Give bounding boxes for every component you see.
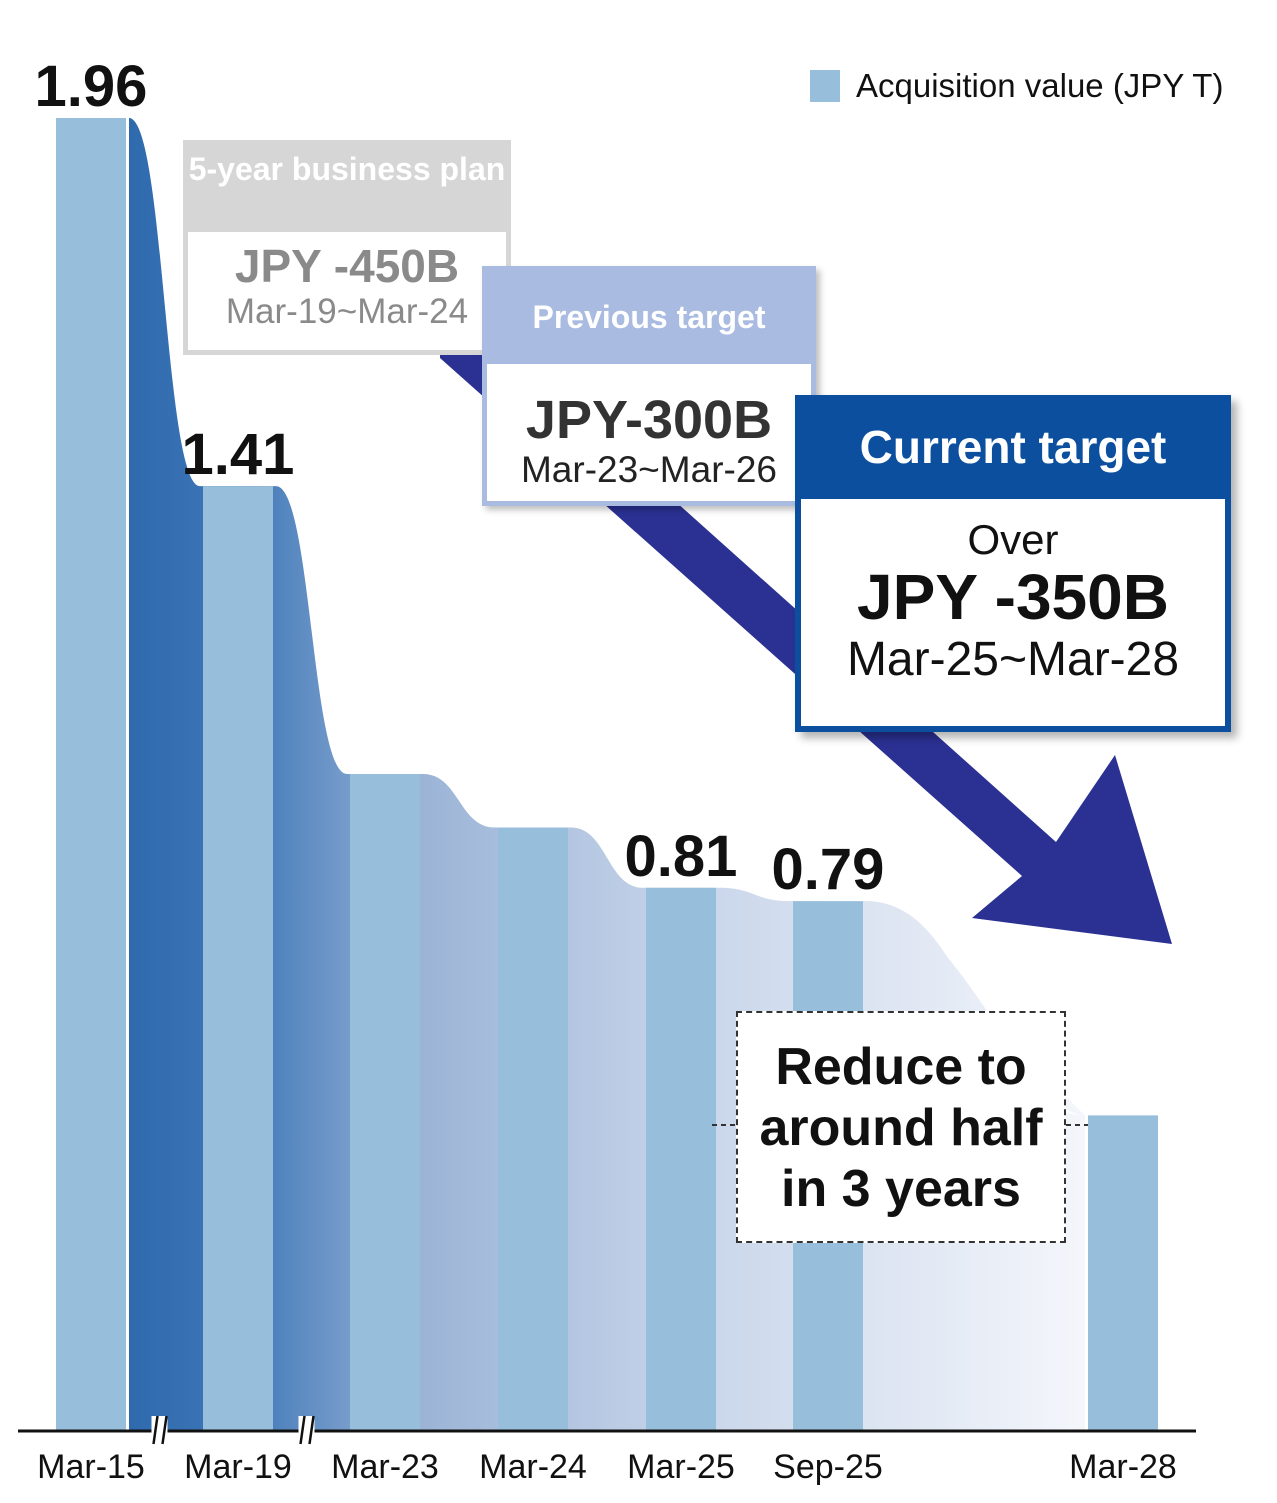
- reduction-note-text: Reduce to around half in 3 years: [759, 1038, 1043, 1218]
- data-label-mar-19: 1.41: [182, 422, 295, 487]
- current-target-callout: Current target Over JPY -350B Mar-25~Mar…: [795, 395, 1231, 732]
- bars: [56, 118, 1158, 1430]
- previous-target-body: JPY-300B Mar-23~Mar-26: [487, 364, 811, 501]
- plan-body: JPY -450B Mar-19~Mar-24: [188, 232, 506, 350]
- bar-mar-23: [350, 774, 420, 1430]
- bar-mar-24: [498, 827, 568, 1430]
- bar-mar-25: [646, 887, 716, 1430]
- legend-swatch: [810, 70, 840, 102]
- axis-break: [151, 1415, 168, 1446]
- current-target-body: Over JPY -350B Mar-25~Mar-28: [801, 499, 1225, 726]
- data-label-mar-15: 1.96: [35, 54, 148, 119]
- bar-mar-28: [1088, 1115, 1158, 1430]
- axis-break: [298, 1415, 315, 1446]
- plan-callout: 5-year business plan JPY -450B Mar-19~Ma…: [183, 140, 511, 355]
- plan-header: 5-year business plan: [188, 151, 506, 187]
- previous-target-callout: Previous target JPY-300B Mar-23~Mar-26: [482, 266, 816, 506]
- bar-mar-19: [203, 486, 273, 1430]
- tick-labels: Mar-15 Mar-19 Mar-23 Mar-24 Mar-25 Sep-25 Mar-…: [37, 1448, 1177, 1486]
- tick-label-mar-28: Mar-28: [1069, 1448, 1177, 1486]
- legend: Acquisition value (JPY T): [810, 66, 1223, 106]
- current-target-amount: JPY -350B: [857, 561, 1169, 633]
- tick-label-mar-25: Mar-25: [627, 1448, 735, 1486]
- tick-label-mar-19: Mar-19: [184, 1448, 292, 1486]
- current-target-period: Mar-25~Mar-28: [846, 633, 1180, 686]
- tick-label-sep-25: Sep-25: [773, 1448, 883, 1486]
- plan-period: Mar-19~Mar-24: [225, 292, 469, 331]
- tick-label-mar-15: Mar-15: [37, 1448, 145, 1486]
- previous-target-period: Mar-23~Mar-26: [520, 449, 777, 490]
- reduction-note: Reduce to around half in 3 years: [736, 1011, 1066, 1243]
- bar-mar-15: [56, 118, 126, 1430]
- plan-amount: JPY -450B: [234, 240, 460, 292]
- legend-label: Acquisition value (JPY T): [856, 67, 1224, 104]
- current-target-prefix: Over: [967, 516, 1059, 563]
- tick-label-mar-24: Mar-24: [479, 1448, 587, 1486]
- x-axis: [18, 1124, 1196, 1446]
- data-labels: 1.96 1.41 0.81 0.79: [35, 54, 885, 902]
- previous-target-header: Previous target: [532, 299, 766, 335]
- previous-target-amount: JPY-300B: [525, 390, 773, 450]
- current-target-header: Current target: [859, 421, 1167, 473]
- data-label-mar-25: 0.81: [625, 824, 738, 889]
- data-label-sep-25: 0.79: [772, 837, 885, 902]
- tick-label-mar-23: Mar-23: [331, 1448, 439, 1486]
